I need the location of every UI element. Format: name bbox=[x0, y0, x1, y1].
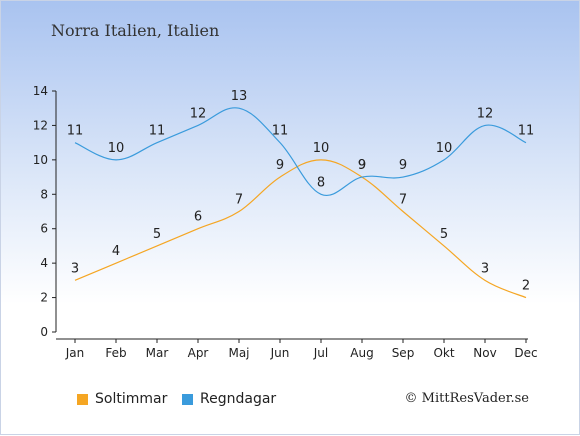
y-tick-label: 8 bbox=[40, 187, 48, 201]
x-tick-label: Apr bbox=[188, 346, 209, 360]
y-tick-label: 14 bbox=[33, 84, 48, 98]
data-label-regndagar: 9 bbox=[358, 158, 366, 173]
legend-swatch-regndagar bbox=[182, 393, 193, 405]
x-tick-label: Sep bbox=[392, 346, 415, 360]
data-label-regndagar: 10 bbox=[436, 141, 453, 156]
x-tick-label: Dec bbox=[514, 346, 537, 360]
y-tick-label: 4 bbox=[40, 256, 48, 270]
y-tick-label: 0 bbox=[40, 325, 48, 339]
y-tick-label: 12 bbox=[33, 118, 48, 132]
x-tick-label: Okt bbox=[433, 346, 454, 360]
data-label-regndagar: 11 bbox=[518, 124, 535, 139]
copyright-text: © MittResVader.se bbox=[404, 391, 529, 406]
data-label-soltimmar: 2 bbox=[522, 279, 530, 294]
data-label-soltimmar: 9 bbox=[358, 158, 366, 173]
axes: 0 2 4 6 8 10 12 14 Jan Feb Mar Apr Maj Jun Jul Aug Sep Ok… bbox=[33, 84, 538, 360]
data-label-soltimmar: 7 bbox=[235, 193, 243, 208]
x-tick-label: Aug bbox=[350, 346, 373, 360]
x-tick-label: Jun bbox=[270, 346, 290, 360]
y-tick-label: 6 bbox=[40, 222, 48, 236]
data-label-soltimmar: 7 bbox=[399, 193, 407, 208]
data-label-regndagar: 10 bbox=[108, 141, 125, 156]
data-label-soltimmar: 3 bbox=[71, 261, 79, 276]
data-label-soltimmar: 4 bbox=[112, 244, 120, 259]
series-lines bbox=[74, 107, 527, 299]
data-label-soltimmar: 6 bbox=[194, 210, 202, 225]
legend-swatch-soltimmar bbox=[77, 393, 88, 405]
data-label-regndagar: 12 bbox=[190, 106, 207, 121]
series-line-soltimmar bbox=[74, 159, 527, 299]
data-label-regndagar: 11 bbox=[272, 124, 289, 139]
data-label-soltimmar: 5 bbox=[153, 227, 161, 242]
legend-label-soltimmar: Soltimmar bbox=[95, 391, 168, 407]
x-tick-label: Maj bbox=[228, 346, 249, 360]
data-label-regndagar: 13 bbox=[231, 89, 248, 104]
data-label-regndagar: 12 bbox=[477, 106, 494, 121]
data-label-regndagar: 11 bbox=[149, 124, 166, 139]
data-label-regndagar: 11 bbox=[67, 124, 84, 139]
x-tick-label: Nov bbox=[473, 346, 496, 360]
x-tick-label: Mar bbox=[146, 346, 169, 360]
data-label-regndagar: 9 bbox=[399, 158, 407, 173]
x-tick-label: Jul bbox=[313, 346, 328, 360]
x-tick-label: Jan bbox=[65, 346, 85, 360]
legend-label-regndagar: Regndagar bbox=[200, 391, 277, 407]
data-label-soltimmar: 3 bbox=[481, 261, 489, 276]
legend-item-soltimmar: Soltimmar bbox=[77, 391, 167, 407]
series-line-regndagar bbox=[74, 107, 527, 197]
data-label-soltimmar: 5 bbox=[440, 227, 448, 242]
y-tick-label: 2 bbox=[40, 291, 48, 305]
data-label-soltimmar: 9 bbox=[276, 158, 284, 173]
legend-item-regndagar: Regndagar bbox=[182, 391, 276, 407]
data-label-soltimmar: 10 bbox=[313, 141, 330, 156]
y-tick-label: 10 bbox=[33, 153, 48, 167]
data-label-regndagar: 8 bbox=[317, 175, 325, 190]
x-tick-label: Feb bbox=[105, 346, 126, 360]
chart-title: Norra Italien, Italien bbox=[51, 21, 220, 40]
